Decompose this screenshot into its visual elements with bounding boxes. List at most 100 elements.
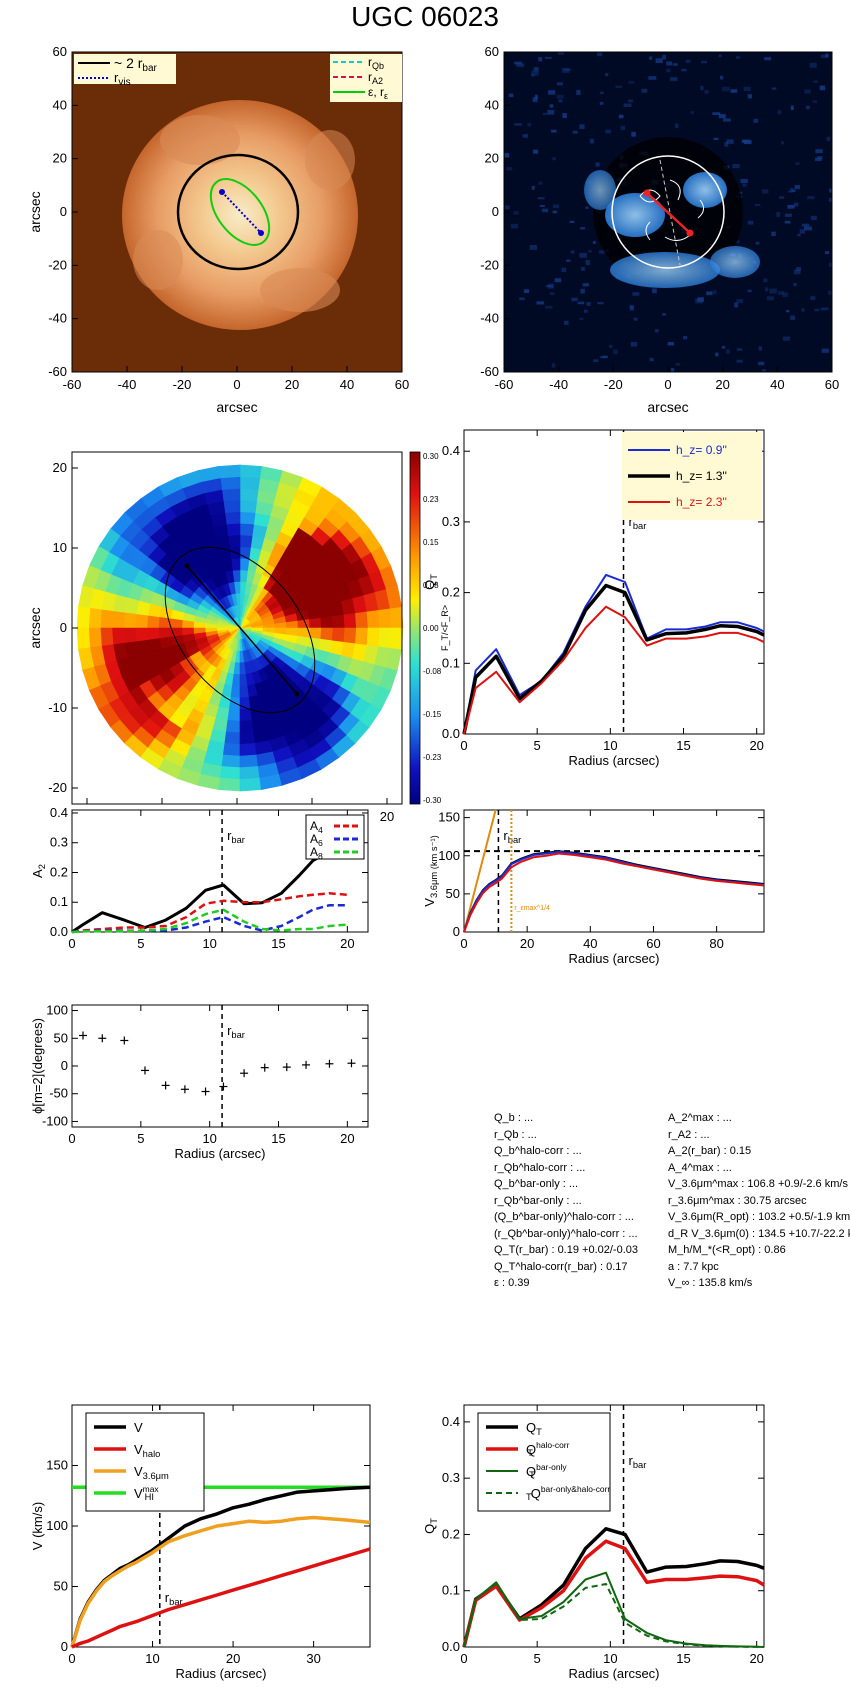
- noise-speck: [522, 134, 529, 138]
- noise-speck: [718, 114, 726, 119]
- noise-speck: [649, 56, 653, 60]
- noise-speck: [713, 137, 719, 140]
- noise-speck: [782, 292, 789, 298]
- rbar-label: rbar: [227, 828, 245, 845]
- stat-a4max: A_4^max : ...: [668, 1161, 732, 1174]
- noise-speck: [825, 53, 829, 58]
- noise-speck: [666, 61, 673, 66]
- page-title: UGC 06023: [351, 1, 499, 32]
- ratio-map-cell: [225, 522, 241, 537]
- noise-speck: [585, 259, 590, 265]
- y-tick-label: 20: [53, 151, 67, 166]
- ratio-map-cell: [76, 606, 91, 629]
- ratio-map-cell: [239, 557, 250, 571]
- legend-right-box: [330, 54, 402, 102]
- noise-speck: [541, 208, 549, 213]
- y-tick-label: -60: [48, 364, 67, 379]
- colorbar-tick-label: -0.23: [423, 753, 442, 762]
- rbar-label: rbar: [165, 1590, 183, 1607]
- noise-speck: [812, 100, 818, 103]
- noise-speck: [815, 149, 823, 154]
- y-tick-label: -40: [480, 311, 499, 326]
- noise-speck: [681, 68, 687, 72]
- noise-speck: [556, 82, 563, 86]
- noise-speck: [807, 195, 815, 200]
- x-tick-label: 10: [145, 1651, 159, 1666]
- colorbar-tick-label: 0.30: [423, 452, 439, 461]
- noise-speck: [561, 267, 567, 273]
- x-tick-label: 15: [676, 738, 690, 753]
- noise-speck: [597, 52, 603, 57]
- r-vis-line: [221, 191, 262, 234]
- stat-qb: Q_b : ...: [494, 1112, 534, 1124]
- qt-hz-chart: 0 5 10 15 20 0.0 0.1 0.2 0.3 0.4 Radius (arcsec) QT…: [422, 429, 765, 768]
- colorbar-tick-label: 0.08: [423, 581, 439, 590]
- epsilon-ellipse: [209, 178, 271, 246]
- y-tick-label: 0.4: [442, 443, 460, 458]
- noise-speck: [753, 118, 759, 123]
- series-line: [463, 605, 765, 735]
- noise-speck: [599, 356, 607, 359]
- scatter-point: [201, 1087, 210, 1096]
- x-axis-label: Radius (arcsec): [568, 1666, 659, 1681]
- stat-vinf: V_∞ : 135.8 km/s: [668, 1277, 753, 1289]
- y-tick-label: 150: [438, 810, 460, 825]
- stat-rqb-halo: r_Qb^halo-corr : ...: [494, 1161, 586, 1174]
- legend-box: [477, 1412, 611, 1512]
- noise-speck: [544, 56, 552, 59]
- ratio-map-cell: [366, 609, 381, 629]
- series-line: [462, 583, 765, 735]
- x-tick-label: 80: [709, 936, 723, 951]
- y-tick-label: 0: [61, 1639, 68, 1654]
- noise-speck: [551, 363, 556, 368]
- ratio-map-cell: [134, 613, 149, 629]
- noise-speck: [754, 203, 761, 207]
- rbar-label: rbar: [227, 1023, 245, 1040]
- x-tick-label: -40: [118, 377, 137, 392]
- noise-speck: [608, 345, 613, 348]
- noise-speck: [655, 329, 659, 333]
- noise-speck: [666, 68, 671, 73]
- noise-speck: [765, 287, 769, 292]
- ratio-map-cell: [99, 609, 114, 629]
- noise-speck: [730, 89, 738, 93]
- y-tick-label: -50: [49, 1086, 68, 1101]
- stat-rmax: r_3.6μm^max : 30.75 arcsec: [668, 1194, 807, 1207]
- ratio-map-cell: [218, 464, 241, 479]
- noise-speck: [780, 141, 784, 145]
- x-tick-label: 20: [285, 377, 299, 392]
- noise-speck: [793, 269, 801, 275]
- noise-speck: [726, 139, 734, 144]
- x-tick-label: 0: [664, 377, 671, 392]
- noise-speck: [810, 215, 817, 221]
- noise-speck: [631, 131, 636, 137]
- y-tick-label: 0.4: [50, 805, 68, 820]
- legend-label: h_z= 0.9'': [676, 443, 727, 457]
- scatter-point: [260, 1063, 269, 1072]
- noise-speck: [529, 244, 537, 250]
- noise-speck: [599, 101, 604, 105]
- colorbar-tick-label: -0.08: [423, 667, 442, 676]
- noise-speck: [804, 89, 811, 94]
- x-tick-label: 0: [68, 1131, 75, 1146]
- noise-speck: [548, 90, 556, 95]
- noise-speck: [558, 99, 563, 103]
- ratio-map-cell: [239, 743, 258, 757]
- residual-bar-line: [646, 192, 691, 234]
- plot-frame: [71, 1004, 369, 1128]
- x-tick-label: 5: [137, 936, 144, 951]
- x-axis-label: Radius (arcsec): [568, 753, 659, 768]
- x-tick-label: 0: [68, 936, 75, 951]
- residual-contours: [639, 179, 704, 241]
- y-axis-label: QT: [422, 574, 439, 590]
- y-tick-label: 50: [54, 1579, 68, 1594]
- scatter-point: [98, 1034, 107, 1043]
- ratio-map-cell: [331, 613, 346, 629]
- noise-speck: [790, 187, 794, 193]
- y-tick-label: 0.3: [442, 1470, 460, 1485]
- noise-speck: [697, 297, 704, 302]
- noise-speck: [552, 157, 556, 161]
- noise-speck: [662, 313, 667, 316]
- noise-speck: [580, 288, 585, 294]
